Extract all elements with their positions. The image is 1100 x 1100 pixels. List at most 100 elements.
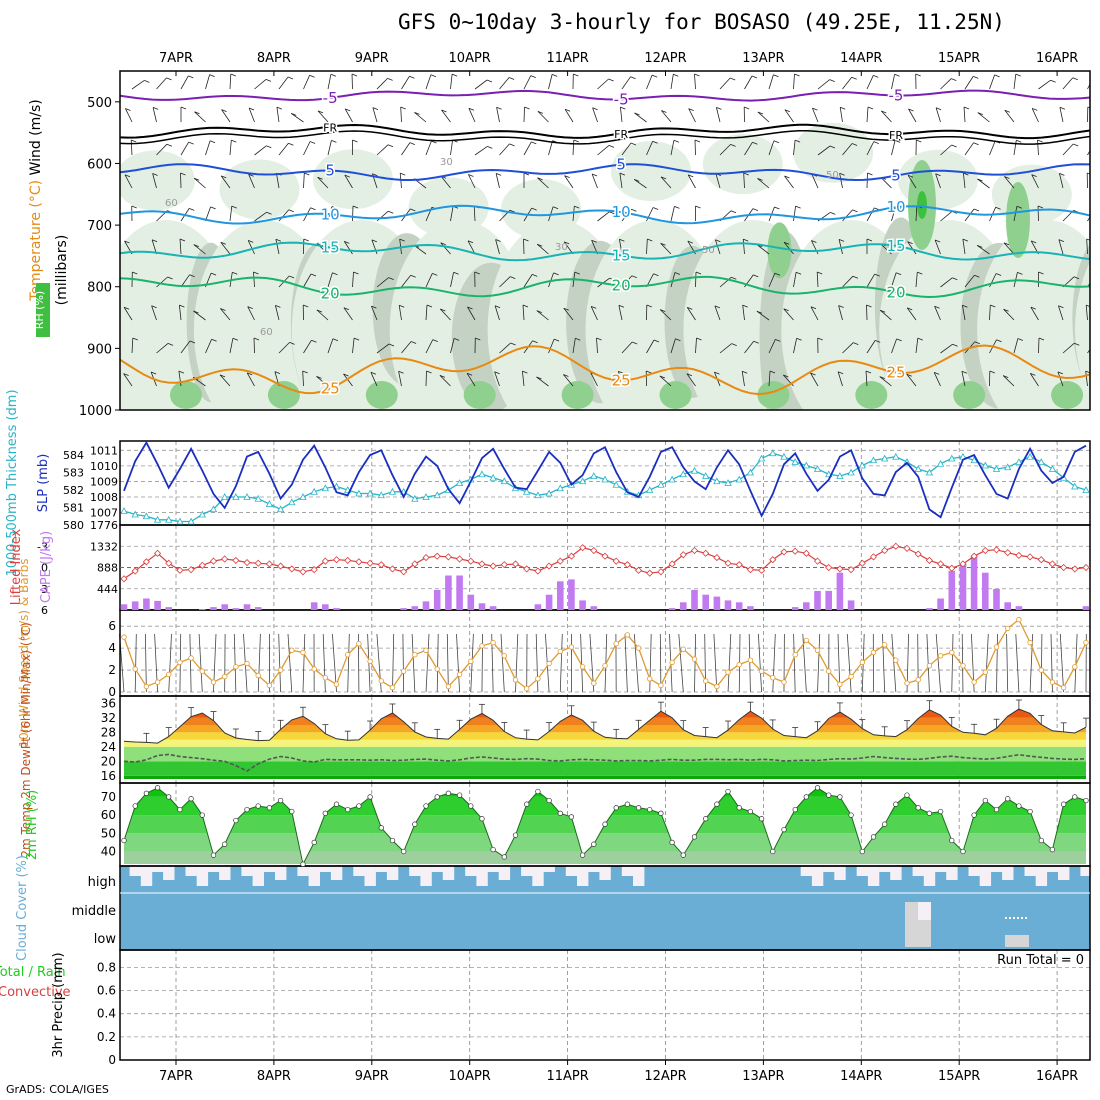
wind-barb [773,140,780,144]
cloud-gap [152,866,164,872]
wind-barb [265,79,272,82]
wind-barb [661,110,667,113]
thickness-tick-label: 582 [63,484,84,497]
rh-point [770,848,776,855]
rh-point [255,803,261,809]
wind-barb [951,144,957,148]
wind-barb [880,243,892,255]
cape-bar [254,607,262,610]
wind-barb [977,178,983,182]
wind-barb [439,375,446,378]
wind-barb [839,107,843,123]
wind-barb [752,208,759,211]
wind-barb [345,108,351,112]
wind-barb [193,244,206,255]
wind-barb [303,172,305,189]
thickness-point [702,472,710,479]
cloud-gap [241,866,253,876]
wind-speed-point [915,677,921,683]
wind-barb [317,110,324,114]
rh-point [266,805,273,811]
run-total-label: Run Total = 0 [997,953,1084,968]
cloud-gap [1002,866,1014,880]
cloud-gap [375,866,388,872]
cape-tick-label: 1776 [90,519,118,532]
rh-shade [501,179,582,240]
wind-barb [784,175,790,179]
wind-barb [652,207,659,210]
top-date-label: 9APR [355,51,389,66]
rh-point [177,806,183,813]
wind-barb [441,109,451,123]
thickness-point [265,500,274,507]
wind-barb [230,73,236,77]
thickness-point [120,507,128,514]
rh-shade [313,149,394,210]
wind-barb [1087,106,1090,109]
wind-barb [189,208,195,211]
page-title: GFS 0~10day 3-hourly for BOSASO (49.25E,… [398,10,1005,34]
wind-barb [1037,139,1039,156]
wind-barb [401,142,411,156]
lifted-index-point [165,559,173,567]
wind-barb [388,343,395,347]
wind-barb [609,211,615,215]
wind-barb [344,241,350,244]
lifted-index-point [713,554,721,562]
wind-barb [332,272,338,276]
wind-speed-point [926,663,933,669]
wind-barb [894,73,900,77]
surface-wind-barb [456,633,460,693]
wind-barb [254,211,267,222]
lifted-index-point [209,557,218,565]
thickness-point [836,472,844,479]
thickness-point [366,489,374,497]
surface-wind-barb [846,633,852,693]
wind-barb [837,371,843,387]
wind-barb [450,272,454,288]
thickness-point [780,452,788,460]
wind-barb [716,107,721,123]
wind-barb [618,304,625,308]
wind-barb [1058,239,1065,242]
wind-barb [253,271,259,275]
wind-barb [278,143,289,156]
wind-ylabel: 10m Wind Speed (m/s) & Barbs [17,559,31,748]
wind-barb [510,276,516,279]
surface-wind-barb [535,633,539,693]
rh-shade [659,381,692,409]
wind-barb [289,275,295,279]
wind-barb [1030,306,1039,321]
wind-barb [810,306,817,310]
lifted-index-point [780,548,788,556]
wind-barb [964,275,975,288]
wind-barb [266,145,272,149]
wind-barb [1059,106,1066,110]
wind-barb [620,107,623,123]
wind-barb [537,177,543,181]
wind-barb [151,305,157,321]
top-date-label: 12APR [644,51,686,66]
wind-barb [220,241,226,245]
thickness-point [992,465,1001,472]
cape-bar [814,590,821,610]
wind-barb [563,374,574,387]
wind-barb [784,175,794,189]
temp-contour-label: -5 [889,86,904,104]
wind-barb [793,338,797,354]
temp-contour-25 [120,344,1090,396]
wind-barb [288,142,294,146]
wind-barb [413,244,427,255]
top-date-label: 15APR [938,51,980,66]
thickness-point [612,480,620,488]
surface-wind-barb [917,633,919,693]
wind-barb [744,106,750,110]
wind-barb [670,338,676,354]
cloud-gap [476,866,488,886]
lifted-index-point [310,566,318,574]
wind-barb [673,139,680,143]
wind-barb [731,343,737,346]
thickness-point [679,470,687,478]
wind-barb [961,371,966,387]
rh-band [124,833,1086,852]
